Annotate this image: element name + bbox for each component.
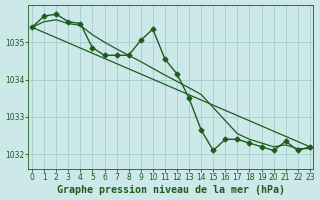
X-axis label: Graphe pression niveau de la mer (hPa): Graphe pression niveau de la mer (hPa) (57, 185, 285, 195)
